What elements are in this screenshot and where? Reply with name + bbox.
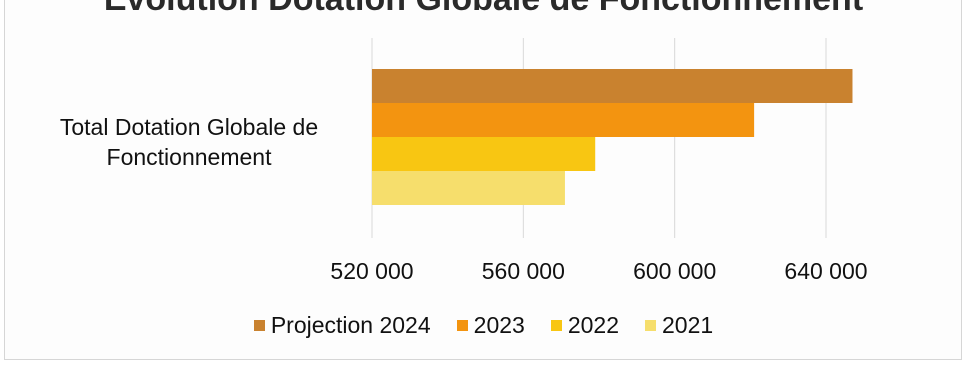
legend-label: 2021 xyxy=(662,312,714,338)
legend-swatch xyxy=(456,320,468,331)
legend-swatch xyxy=(645,320,656,331)
chart-title: Évolution Dotation Globale de Fonctionne… xyxy=(0,0,967,19)
x-tick-label: 520 000 xyxy=(330,258,413,284)
legend-swatch xyxy=(550,320,562,331)
category-label: Total Dotation Globale de Fonctionnement xyxy=(59,114,319,170)
bar-2022 xyxy=(372,137,596,171)
legend: Projection 2024 2023 2022 2021 xyxy=(0,312,967,339)
legend-label: Projection 2024 xyxy=(270,312,431,338)
legend-label: 2023 xyxy=(473,312,525,338)
legend-swatch xyxy=(253,320,265,331)
legend-item: Projection 2024 xyxy=(253,312,431,339)
bar-projection-2024 xyxy=(372,69,853,103)
bar-2023 xyxy=(372,103,755,137)
bar-2021 xyxy=(372,171,565,205)
legend-item: 2022 xyxy=(550,312,619,339)
bars xyxy=(372,69,853,205)
x-tick-label: 560 000 xyxy=(482,258,565,284)
x-tick-label: 640 000 xyxy=(784,258,867,284)
legend-label: 2022 xyxy=(567,312,619,338)
legend-item: 2021 xyxy=(645,312,713,339)
x-axis-ticks: 520 000 560 000 600 000 640 000 xyxy=(330,258,867,284)
x-tick-label: 600 000 xyxy=(633,258,716,284)
legend-item: 2023 xyxy=(456,312,525,339)
